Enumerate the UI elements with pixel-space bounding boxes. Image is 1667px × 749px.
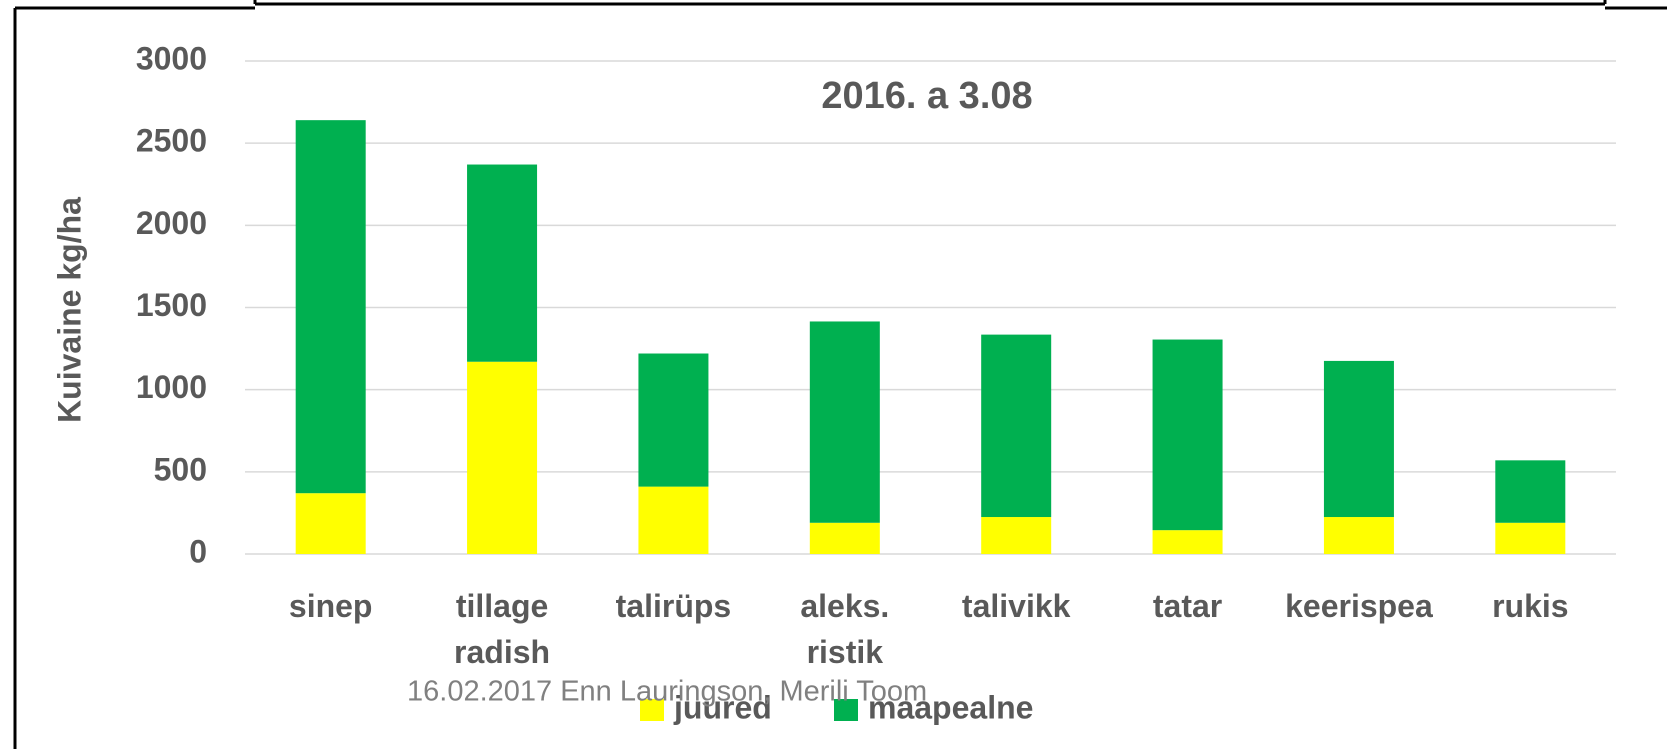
- bar-segment: [295, 120, 366, 494]
- y-tick-label: 0: [189, 533, 207, 569]
- legend-label: juured: [673, 689, 772, 725]
- x-tick-label: talivikk: [961, 588, 1071, 624]
- x-tick-label: sinep: [288, 588, 373, 624]
- bar-segment: [467, 361, 538, 554]
- y-tick-label: 3000: [136, 40, 207, 76]
- bar-segment: [981, 334, 1052, 518]
- y-tick-label: 500: [154, 451, 207, 487]
- bar-segment: [981, 517, 1052, 554]
- x-tick-label: aleks. ristik: [800, 588, 890, 670]
- legend-label: maapealne: [868, 689, 1033, 725]
- x-tick-label: rukis: [1492, 588, 1569, 624]
- y-tick-label: 1000: [136, 369, 207, 405]
- bar-segment: [809, 321, 880, 523]
- bar-segment: [295, 493, 366, 554]
- bar-segment: [1152, 339, 1223, 531]
- bar-segment: [809, 522, 880, 554]
- bar-segment: [1495, 460, 1566, 523]
- x-tick-label: tillage radish: [454, 588, 551, 670]
- x-tick-label: keerispea: [1285, 588, 1433, 624]
- legend-swatch: [640, 699, 664, 721]
- bar-segment: [467, 164, 538, 362]
- x-tick-label: talirüps: [615, 588, 732, 624]
- chart-title: 2016. a 3.08: [821, 75, 1032, 117]
- y-axis-label: Kuivaine kg/ha: [51, 197, 87, 423]
- bar-segment: [638, 486, 709, 554]
- bar-segment: [638, 353, 709, 487]
- bar-segment: [1323, 517, 1394, 554]
- bar-segment: [1495, 522, 1566, 554]
- legend-swatch: [834, 699, 858, 721]
- y-tick-label: 1500: [136, 287, 207, 323]
- y-tick-label: 2000: [136, 205, 207, 241]
- x-tick-label: tatar: [1152, 588, 1223, 624]
- y-tick-label: 2500: [136, 123, 207, 159]
- bar-segment: [1323, 360, 1394, 518]
- footer: 16.02.2017 Enn Lauringson, Merili Toom: [407, 676, 927, 708]
- bar-segment: [1152, 530, 1223, 554]
